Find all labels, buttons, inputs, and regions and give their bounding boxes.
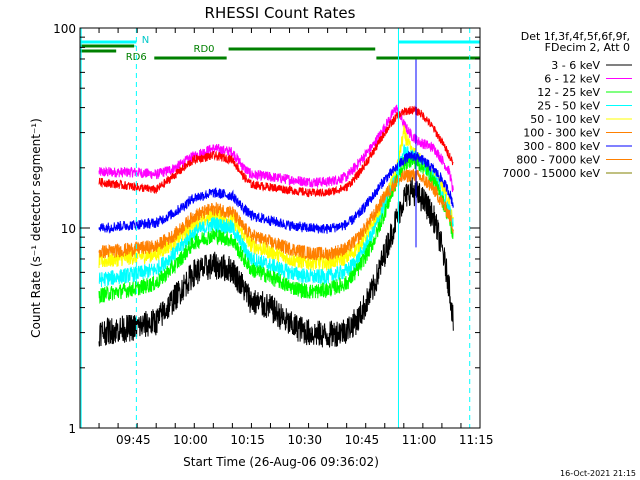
series-line xyxy=(98,177,454,348)
series-line xyxy=(98,105,454,198)
legend-label: 12 - 25 keV xyxy=(537,86,600,99)
timestamp: 16-Oct-2021 21:15 xyxy=(560,469,636,478)
legend-label: 300 - 800 keV xyxy=(523,140,600,153)
legend-label: 25 - 50 keV xyxy=(537,100,600,113)
y-tick-label: 1 xyxy=(68,422,76,436)
x-tick-label: 11:15 xyxy=(459,433,494,447)
x-tick-label: 09:45 xyxy=(116,433,151,447)
x-tick-label: 10:15 xyxy=(230,433,265,447)
y-axis-label: Count Rate (s⁻¹ detector segment⁻¹) xyxy=(29,118,43,338)
x-tick-label: 11:00 xyxy=(402,433,437,447)
x-tick-label: 10:45 xyxy=(345,433,380,447)
y-tick-label: 10 xyxy=(61,222,76,236)
series-line xyxy=(98,104,454,193)
legend-header-1: Det 1f,3f,4f,5f,6f,9f, xyxy=(521,30,630,43)
legend-label: 6 - 12 keV xyxy=(544,73,600,86)
series-line xyxy=(98,150,454,235)
legend-label: 50 - 100 keV xyxy=(530,113,600,126)
legend-header-2: FDecim 2, Att 0 xyxy=(545,41,630,54)
legend-label: 800 - 7000 keV xyxy=(516,154,600,167)
x-tick-label: 10:30 xyxy=(287,433,322,447)
attenuator-label: N xyxy=(142,35,149,46)
x-tick-label: 10:00 xyxy=(173,433,208,447)
rd0-label: RD0 xyxy=(194,44,215,55)
legend-label: 3 - 6 keV xyxy=(551,59,600,72)
legend-label: 7000 - 15000 keV xyxy=(502,167,600,180)
chart-title: RHESSI Count Rates xyxy=(205,4,356,22)
series-line xyxy=(98,168,454,261)
legend-label: 100 - 300 keV xyxy=(523,127,600,140)
y-tick-label: 100 xyxy=(53,22,76,36)
x-axis-label: Start Time (26-Aug-06 09:36:02) xyxy=(183,455,379,469)
